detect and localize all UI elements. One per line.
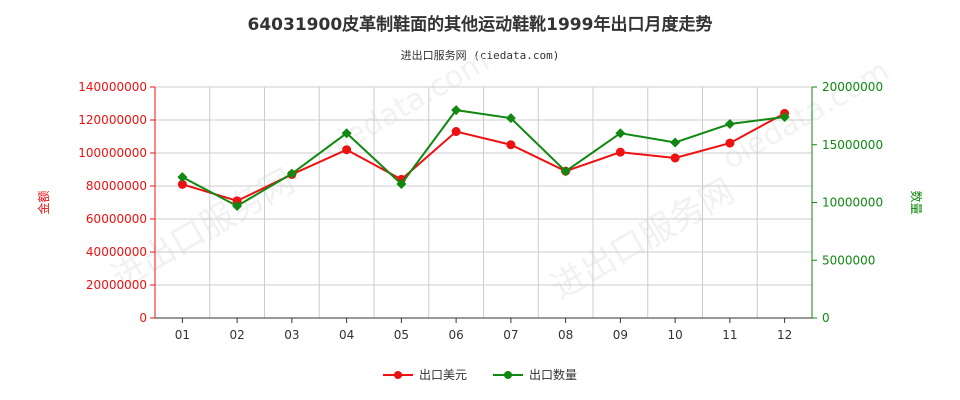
legend: 出口美元 出口数量 xyxy=(0,366,960,383)
x-tick-label: 01 xyxy=(175,328,190,342)
data-point-value xyxy=(177,179,187,189)
data-point-quantity xyxy=(232,200,243,211)
right-axis-title: 数量 xyxy=(909,190,924,214)
data-point-quantity xyxy=(505,113,516,124)
x-tick-label: 03 xyxy=(284,328,299,342)
chart-title: 64031900皮革制鞋面的其他运动鞋靴1999年出口月度走势 xyxy=(247,15,713,35)
data-point-quantity xyxy=(177,172,188,183)
legend-swatch-quantity xyxy=(493,369,523,381)
right-tick-label: 10000000 xyxy=(822,196,883,210)
left-tick-label: 140000000 xyxy=(78,80,147,94)
x-tick-label: 09 xyxy=(613,328,628,342)
data-point-value xyxy=(725,138,735,148)
left-tick-label: 40000000 xyxy=(86,245,147,259)
data-point-quantity xyxy=(341,128,352,139)
data-point-quantity xyxy=(286,168,297,179)
left-tick-label: 100000000 xyxy=(78,146,147,160)
data-point-value xyxy=(506,140,516,150)
data-point-quantity xyxy=(451,105,462,116)
data-point-value xyxy=(451,127,461,137)
right-tick-label: 0 xyxy=(822,311,830,325)
data-point-quantity xyxy=(670,137,681,148)
left-tick-label: 0 xyxy=(139,311,147,325)
x-tick-label: 02 xyxy=(229,328,244,342)
data-point-quantity xyxy=(615,128,626,139)
legend-label-quantity: 出口数量 xyxy=(529,368,578,382)
x-tick-label: 12 xyxy=(777,328,792,342)
data-point-value xyxy=(670,153,680,163)
series-line-quantity xyxy=(181,109,785,208)
data-point-value xyxy=(232,196,242,206)
left-tick-label: 20000000 xyxy=(86,278,147,292)
data-point-quantity xyxy=(560,166,571,177)
legend-label-value: 出口美元 xyxy=(418,368,467,382)
chart-subtitle: 进出口服务网 (ciedata.com) xyxy=(400,49,560,62)
x-tick-label: 06 xyxy=(448,328,463,342)
legend-swatch-value xyxy=(382,369,413,381)
data-point-quantity xyxy=(724,118,735,129)
legend-item-quantity: 出口数量 xyxy=(493,366,577,383)
left-tick-label: 60000000 xyxy=(86,212,147,226)
x-tick-label: 10 xyxy=(667,328,682,342)
right-tick-label: 5000000 xyxy=(822,253,875,267)
data-point-value xyxy=(342,145,352,155)
right-tick-label: 20000000 xyxy=(822,80,883,94)
x-tick-label: 11 xyxy=(722,328,737,342)
x-tick-label: 05 xyxy=(394,328,409,342)
left-tick-label: 80000000 xyxy=(86,179,147,193)
data-point-quantity xyxy=(779,112,790,123)
x-tick-label: 04 xyxy=(339,328,354,342)
x-tick-label: 08 xyxy=(558,328,573,342)
right-tick-label: 15000000 xyxy=(822,138,883,152)
left-tick-label: 120000000 xyxy=(78,113,147,127)
data-point-value xyxy=(615,147,625,157)
x-tick-label: 07 xyxy=(503,328,518,342)
legend-item-value: 出口美元 xyxy=(382,366,467,383)
left-axis-title: 金额 xyxy=(36,190,51,214)
data-point-quantity xyxy=(396,179,407,190)
